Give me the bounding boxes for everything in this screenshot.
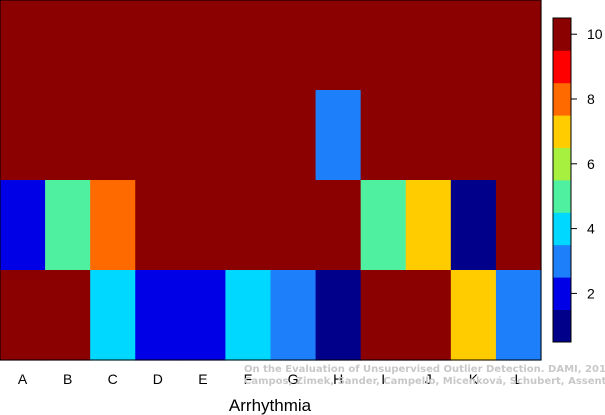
heatmap-cell-F-row2 (225, 90, 272, 181)
heatmap-cell-I-row3 (360, 180, 407, 271)
x-tick-label-G: G (288, 371, 299, 387)
heatmap-cell-A-row1 (0, 0, 46, 91)
x-tick-labels: A B C D E F G H I J K L (18, 371, 523, 387)
heatmap-cell-A-row3 (0, 180, 46, 271)
plot-frame (0, 0, 542, 361)
heatmap-cell-J-row1 (405, 0, 452, 91)
colorbar-segment-9 (553, 50, 571, 84)
colorbar-segment-3 (553, 244, 571, 278)
heatmap-cell-B-row3 (45, 180, 91, 271)
heatmap-cell-F-row1 (225, 0, 272, 91)
heatmap-cell-G-row4 (270, 270, 317, 361)
heatmap-cell-K-row3 (450, 180, 497, 271)
heatmap-cell-A-row4 (0, 270, 46, 361)
heatmap-cell-G-row3 (270, 180, 317, 271)
colorbar-segment-7 (553, 115, 571, 148)
heatmap-cell-E-row4 (180, 270, 227, 361)
heatmap-cell-B-row4 (45, 270, 91, 361)
heatmap-cell-H-row2 (315, 90, 362, 181)
x-tick-label-K: K (469, 371, 479, 387)
x-tick-label-B: B (63, 371, 72, 387)
heatmap-cell-F-row4 (225, 270, 272, 361)
watermark-line-2: Campos, Zimek, Sander, Campello, Micenko… (244, 375, 605, 387)
heatmap-cells (0, 0, 542, 361)
heatmap-cell-L-row2 (495, 90, 542, 181)
heatmap-cell-D-row3 (135, 180, 181, 271)
colorbar-segment-5 (553, 180, 571, 213)
heatmap-cell-D-row2 (135, 90, 181, 181)
colorbar-frame (552, 17, 572, 343)
heatmap-cell-E-row2 (180, 90, 227, 181)
x-tick-label-A: A (18, 371, 28, 387)
heatmap-cell-J-row4 (405, 270, 452, 361)
heatmap-cell-H-row3 (315, 180, 362, 271)
heatmap-cell-B-row1 (45, 0, 91, 91)
heatmap-cell-G-row2 (270, 90, 317, 181)
colorbar-segment-6 (553, 147, 571, 181)
x-tick-label-E: E (198, 371, 207, 387)
watermark-line-1: On the Evaluation of Unsupervised Outlie… (244, 364, 605, 375)
x-tick-label-F: F (244, 371, 253, 387)
x-tick-label-D: D (153, 371, 163, 387)
x-tick-label-I: I (381, 371, 385, 387)
heatmap-cell-F-row3 (225, 180, 272, 271)
x-axis-title: Arrhythmia (229, 396, 312, 415)
heatmap-cell-A-row2 (0, 90, 46, 181)
heatmap-cell-E-row3 (180, 180, 227, 271)
x-tick-label-C: C (108, 371, 118, 387)
colorbar-segment-10 (553, 18, 571, 51)
heatmap-cell-C-row1 (90, 0, 136, 91)
colorbar-segment-1 (553, 309, 571, 343)
heatmap-cell-E-row1 (180, 0, 227, 91)
colorbar-segment-4 (553, 212, 571, 246)
colorbar-tick-label-4: 4 (587, 221, 595, 237)
heatmap-cell-K-row4 (450, 270, 497, 361)
heatmap-cell-H-row1 (315, 0, 362, 91)
heatmap-cell-C-row2 (90, 90, 136, 181)
heatmap-cell-G-row1 (270, 0, 317, 91)
heatmap-cell-L-row3 (495, 180, 542, 271)
heatmap-cell-H-row4 (315, 270, 362, 361)
heatmap-cell-K-row2 (450, 90, 497, 181)
heatmap-cell-B-row2 (45, 90, 91, 181)
colorbar-tick-label-10: 10 (587, 26, 603, 42)
heatmap-cell-I-row2 (360, 90, 407, 181)
x-tick-label-J: J (425, 371, 432, 387)
heatmap-cell-I-row4 (360, 270, 407, 361)
heatmap-cell-L-row4 (495, 270, 542, 361)
x-tick-label-L: L (515, 371, 523, 387)
heatmap-cell-J-row2 (405, 90, 452, 181)
colorbar-ticks: 2 4 6 8 10 (571, 26, 603, 301)
colorbar-tick-label-8: 8 (587, 91, 595, 107)
colorbar-segment-2 (553, 277, 571, 310)
heatmap-cell-J-row3 (405, 180, 452, 271)
colorbar-segment-8 (553, 82, 571, 116)
heatmap-cell-D-row4 (135, 270, 181, 361)
colorbar-tick-label-6: 6 (587, 156, 595, 172)
colorbar (552, 17, 572, 343)
heatmap-cell-I-row1 (360, 0, 407, 91)
heatmap-cell-C-row3 (90, 180, 136, 271)
colorbar-tick-label-2: 2 (587, 285, 595, 301)
heatmap-cell-C-row4 (90, 270, 136, 361)
heatmap-cell-D-row1 (135, 0, 181, 91)
heatmap-cell-K-row1 (450, 0, 497, 91)
x-tick-label-H: H (333, 371, 343, 387)
heatmap-cell-L-row1 (495, 0, 542, 91)
